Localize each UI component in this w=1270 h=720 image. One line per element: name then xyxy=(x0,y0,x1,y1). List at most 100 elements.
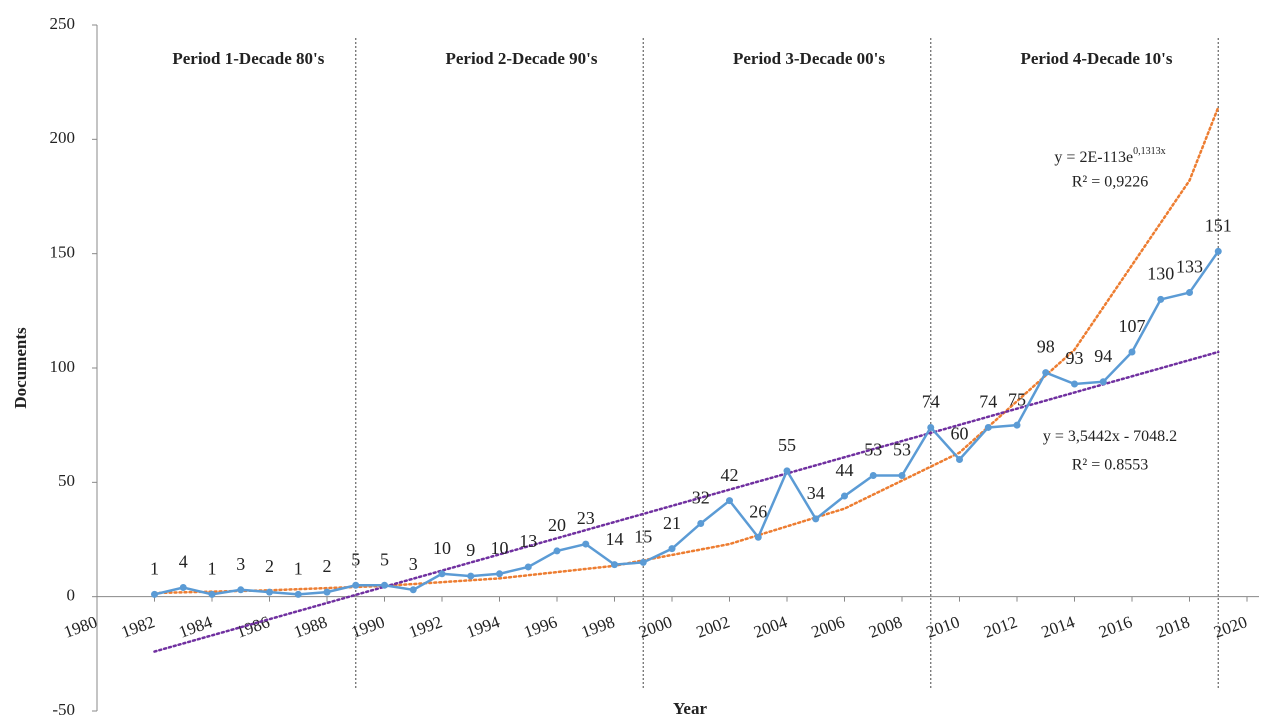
data-label: 130 xyxy=(1147,264,1174,284)
x-tick-label: 2002 xyxy=(694,612,732,641)
data-label: 10 xyxy=(491,538,509,558)
data-point xyxy=(381,581,388,589)
x-tick-label: 2010 xyxy=(924,612,962,641)
data-point xyxy=(294,590,302,598)
data-point xyxy=(639,558,647,566)
data-label: 9 xyxy=(466,540,475,560)
data-point xyxy=(1186,289,1193,297)
data-label: 15 xyxy=(634,526,652,546)
data-label: 44 xyxy=(836,460,854,480)
data-label: 4 xyxy=(179,552,188,572)
data-point xyxy=(869,471,877,479)
data-line xyxy=(154,250,1220,596)
data-point xyxy=(409,586,417,594)
y-tick-label: 100 xyxy=(50,357,76,376)
data-label: 151 xyxy=(1205,216,1232,236)
equation-text: y = 2E-113e xyxy=(1054,149,1133,166)
trend-r2: R² = 0.8553 xyxy=(1072,457,1149,474)
data-point xyxy=(1013,421,1021,429)
data-point xyxy=(927,423,935,431)
equation-text: y = 3,5442x - 7048.2 xyxy=(1043,428,1177,445)
x-tick-label: 2000 xyxy=(636,612,674,641)
x-tick-label: 1998 xyxy=(579,612,617,641)
data-label: 21 xyxy=(663,513,681,533)
data-point xyxy=(1128,348,1136,356)
x-tick-label: 2006 xyxy=(809,612,847,641)
data-point xyxy=(467,572,475,580)
data-point xyxy=(1071,380,1078,388)
data-point xyxy=(323,588,331,596)
data-point xyxy=(208,590,216,598)
trendline xyxy=(153,350,1220,653)
data-label: 34 xyxy=(807,483,825,503)
data-label: 42 xyxy=(721,465,739,485)
data-point xyxy=(352,581,360,589)
data-point xyxy=(812,515,820,523)
data-point xyxy=(697,519,705,527)
y-axis-label: Documents xyxy=(11,327,30,409)
data-point xyxy=(956,455,963,463)
period-label: Period 1-Decade 80's xyxy=(172,49,324,68)
data-point xyxy=(266,588,273,596)
x-tick-label: 2020 xyxy=(1211,612,1249,641)
x-tick-label: 2012 xyxy=(981,612,1019,641)
data-point xyxy=(582,540,590,548)
data-label: 10 xyxy=(433,538,451,558)
trend-equation: y = 3,5442x - 7048.2 xyxy=(1043,428,1177,445)
data-point xyxy=(151,590,158,598)
y-tick-label: 50 xyxy=(58,471,75,490)
data-label: 74 xyxy=(922,392,940,412)
x-axis-label: Year xyxy=(673,699,707,718)
data-point xyxy=(1099,378,1107,386)
data-point xyxy=(754,533,762,541)
data-point xyxy=(1042,369,1050,377)
data-label: 1 xyxy=(150,559,159,579)
data-label: 1 xyxy=(208,559,217,579)
y-tick-label: -50 xyxy=(52,700,75,719)
data-label: 75 xyxy=(1008,389,1026,409)
data-point xyxy=(237,586,245,594)
data-point xyxy=(524,563,532,571)
data-label: 5 xyxy=(351,549,360,569)
data-label: 2 xyxy=(323,556,332,576)
x-tick-label: 1990 xyxy=(349,612,387,641)
data-point xyxy=(1214,247,1222,255)
x-tick-label: 2004 xyxy=(751,612,790,642)
trend-equation: y = 2E-113e0,1313x xyxy=(1054,146,1165,165)
period-label: Period 2-Decade 90's xyxy=(445,49,597,68)
data-label: 53 xyxy=(893,440,911,460)
y-tick-label: 150 xyxy=(50,243,76,262)
x-tick-label: 1980 xyxy=(61,612,99,641)
data-point xyxy=(1157,295,1165,303)
data-label: 20 xyxy=(548,515,566,535)
data-point xyxy=(841,492,848,500)
data-label: 74 xyxy=(979,392,997,412)
trendline xyxy=(153,106,1220,595)
data-point xyxy=(984,423,992,431)
y-tick-label: 0 xyxy=(67,586,76,605)
data-label: 13 xyxy=(519,531,537,551)
data-label: 1 xyxy=(294,559,303,579)
x-tick-label: 1988 xyxy=(291,612,329,641)
data-label: 98 xyxy=(1037,337,1055,357)
x-tick-label: 2008 xyxy=(866,612,904,641)
data-label: 14 xyxy=(606,529,624,549)
data-label: 5 xyxy=(380,549,389,569)
data-point xyxy=(553,547,561,555)
x-tick-label: 1996 xyxy=(521,612,559,641)
data-point xyxy=(726,497,733,505)
data-point xyxy=(783,467,791,475)
period-label: Period 3-Decade 00's xyxy=(733,49,885,68)
data-label: 23 xyxy=(577,508,595,528)
y-tick-label: 250 xyxy=(50,14,76,33)
data-label: 94 xyxy=(1094,346,1112,366)
data-point xyxy=(179,584,187,592)
data-point xyxy=(898,471,906,479)
data-label: 32 xyxy=(692,488,710,508)
period-label: Period 4-Decade 10's xyxy=(1020,49,1172,68)
data-label: 60 xyxy=(951,424,969,444)
data-label: 3 xyxy=(409,554,418,574)
data-label: 3 xyxy=(236,554,245,574)
data-label: 2 xyxy=(265,556,274,576)
